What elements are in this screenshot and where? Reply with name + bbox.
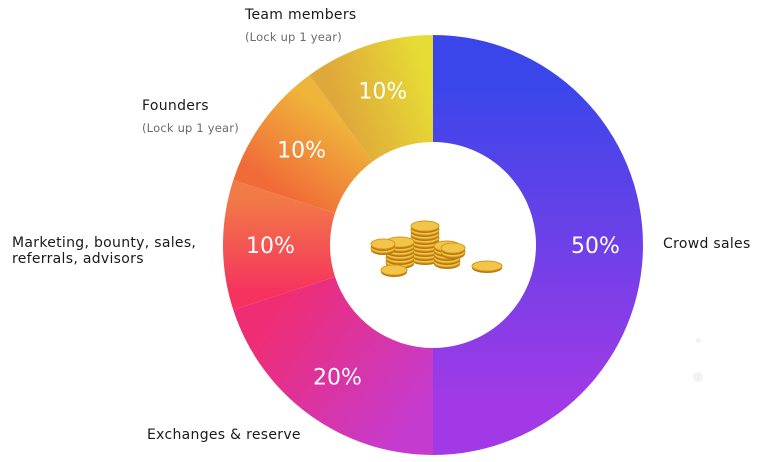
legend-label-exchanges: Exchanges & reserve	[147, 427, 301, 443]
legend-label-crowd-sales: Crowd sales	[663, 236, 751, 252]
gold-coins-icon	[370, 220, 503, 277]
legend-label-team-members: Team members (Lock up 1 year)	[245, 7, 357, 44]
slice-value-label: 50%	[571, 234, 620, 259]
donut-slice	[433, 35, 643, 455]
slice-value-label: 20%	[313, 365, 362, 390]
donut-slice	[233, 75, 373, 214]
slice-value-label: 10%	[246, 234, 295, 259]
legend-label-marketing: Marketing, bounty, sales, referrals, adv…	[12, 235, 197, 267]
decor-dot	[693, 372, 703, 382]
decor-dot	[696, 338, 701, 343]
legend-label-founders: Founders (Lock up 1 year)	[142, 98, 239, 135]
donut-slice	[309, 35, 433, 162]
slice-value-label: 10%	[358, 79, 407, 104]
donut-slice	[233, 276, 433, 455]
donut-slice	[223, 180, 336, 310]
slice-value-label: 10%	[277, 138, 326, 163]
